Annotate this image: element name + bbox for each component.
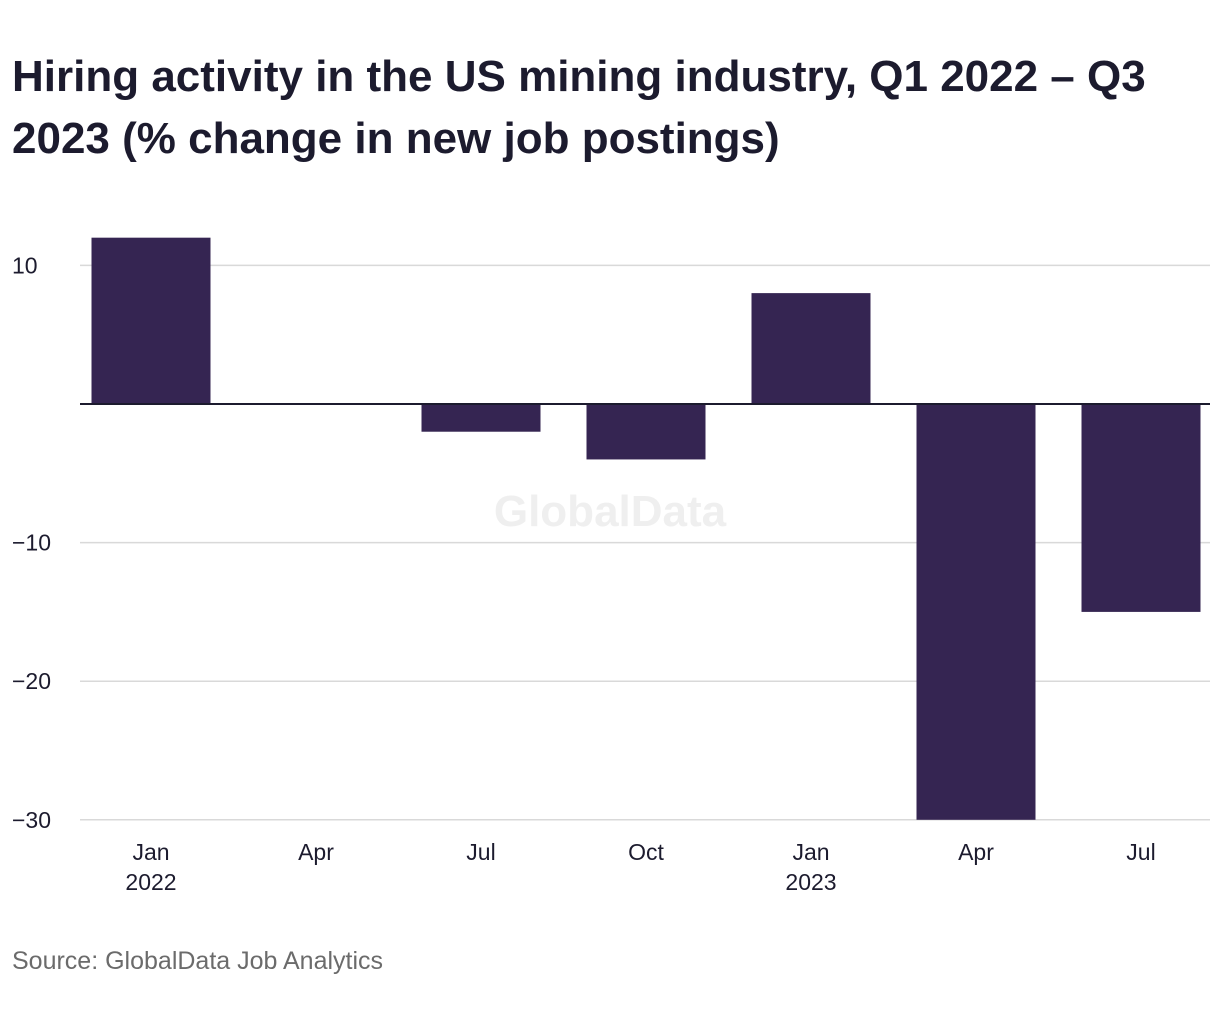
chart-title: Hiring activity in the US mining industr…	[12, 52, 1146, 163]
x-tick-year-label: 2022	[125, 869, 176, 895]
bar-jul-2023	[1081, 404, 1201, 612]
x-tick-year-label: 2023	[785, 869, 836, 895]
watermark-logo: GlobalData	[494, 487, 727, 536]
x-tick-label: Jul	[1126, 839, 1155, 865]
y-tick-label: −30	[12, 807, 51, 833]
y-tick-label: −10	[12, 530, 51, 556]
bar-jan-2022	[91, 237, 211, 404]
x-tick-label: Jan	[132, 839, 169, 865]
gridlines	[80, 264, 1210, 821]
x-tick-label: Oct	[628, 839, 664, 865]
x-tick-label: Jan	[792, 839, 829, 865]
y-axis-tick-labels: 10 −10 −20 −30	[12, 252, 51, 832]
bar-jan-2023	[751, 293, 871, 404]
x-tick-label: Apr	[958, 839, 994, 865]
x-axis-tick-labels: Jan 2022 Apr Jul Oct Jan 2023 Apr Jul	[125, 839, 1155, 895]
x-tick-label: Apr	[298, 839, 334, 865]
y-tick-label: −20	[12, 668, 51, 694]
bar-apr-2023	[916, 404, 1036, 820]
source-note: Source: GlobalData Job Analytics	[12, 947, 384, 975]
y-tick-label: 10	[12, 252, 38, 278]
bar-jul-2022	[421, 404, 541, 432]
bars	[91, 237, 1201, 820]
x-tick-label: Jul	[466, 839, 495, 865]
bar-oct-2022	[586, 404, 706, 460]
